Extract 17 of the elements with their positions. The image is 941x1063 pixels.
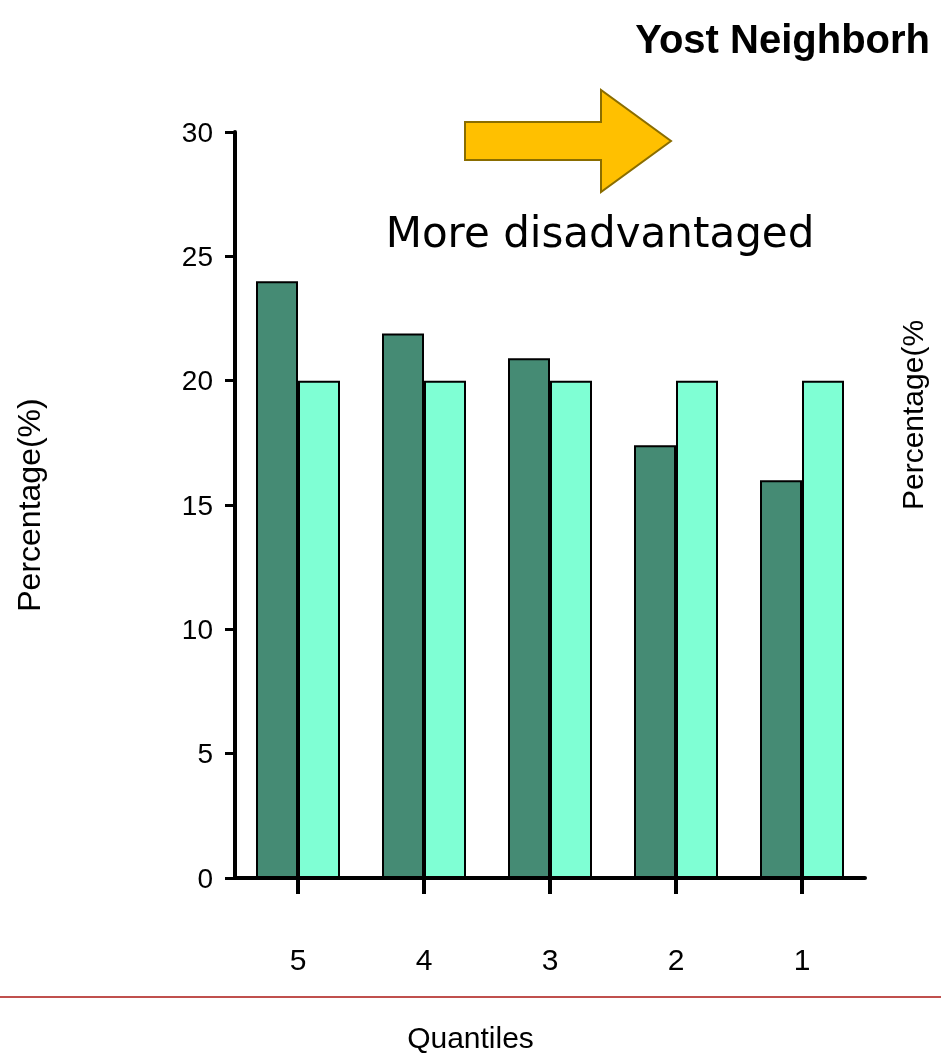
- x-axis-title: Quantiles: [407, 1020, 534, 1054]
- y-axis-title: Percentage(%): [11, 398, 47, 612]
- annotation: More disadvantaged: [385, 207, 815, 257]
- y-tick-label: 5: [197, 738, 213, 770]
- y-tick-label: 0: [197, 862, 213, 894]
- x-tick-label: 1: [793, 942, 811, 976]
- x-tick-label: 5: [289, 942, 307, 976]
- x-tick-label: 3: [541, 942, 559, 976]
- y-tick-label: 15: [181, 489, 213, 521]
- y-tick-label: 20: [181, 365, 213, 397]
- x-tick-label: 4: [415, 942, 433, 976]
- chart-title: Yost Neighborh: [635, 17, 931, 61]
- y-tick-label: 25: [181, 240, 213, 272]
- text: Percentage(%: [895, 319, 929, 511]
- y-tick-label: 30: [181, 116, 213, 148]
- x-tick-label: 2: [667, 942, 685, 976]
- y-tick-label: 10: [181, 613, 213, 645]
